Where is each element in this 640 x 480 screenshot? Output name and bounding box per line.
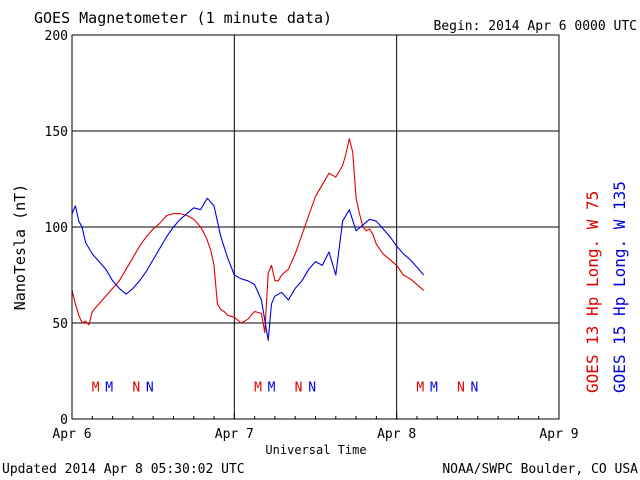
- x-tick-labels: Apr 6 Apr 7 Apr 8 Apr 9: [52, 413, 579, 442]
- marker-n: N: [146, 380, 154, 395]
- marker-m: M: [416, 380, 424, 395]
- marker-m: M: [92, 380, 100, 395]
- legend-goes13: GOES 13 Hp Long. W 75: [583, 191, 602, 393]
- marker-n: N: [308, 380, 316, 395]
- x-tick-label: Apr 9: [539, 427, 578, 442]
- x-tick-label: Apr 6: [52, 427, 91, 442]
- marker-n: N: [457, 380, 465, 395]
- y-tick-label: 200: [45, 29, 68, 44]
- y-tick-label: 0: [60, 413, 68, 428]
- x-tick-label: Apr 7: [215, 427, 254, 442]
- y-tick-label: 100: [45, 221, 68, 236]
- updated-timestamp: Updated 2014 Apr 8 05:30:02 UTC: [2, 462, 245, 477]
- legend-goes15: GOES 15 Hp Long. W 135: [610, 181, 629, 393]
- y-tick-label: 50: [52, 317, 68, 332]
- series-line-goes15: [71, 197, 425, 341]
- chart-title: GOES Magnetometer (1 minute data): [34, 9, 332, 27]
- y-tick-labels: 0 50 100 150 200: [45, 29, 77, 428]
- begin-label: Begin: 2014 Apr 6 0000 UTC: [434, 19, 638, 34]
- y-axis-label: NanoTesla (nT): [11, 184, 29, 310]
- marker-n: N: [132, 380, 140, 395]
- grid-lines: [72, 35, 559, 419]
- y-tick-label: 150: [45, 125, 68, 140]
- x-tick-label: Apr 8: [377, 427, 416, 442]
- marker-n: N: [295, 380, 303, 395]
- series-layer: [71, 138, 425, 341]
- x-axis-label: Universal Time: [265, 443, 366, 457]
- marker-m: M: [268, 380, 276, 395]
- marker-n: N: [471, 380, 479, 395]
- credit-line: NOAA/SWPC Boulder, CO USA: [442, 462, 638, 477]
- marker-m: M: [105, 380, 113, 395]
- marker-m: M: [254, 380, 262, 395]
- series-line-goes13: [71, 138, 425, 334]
- marker-m: M: [430, 380, 438, 395]
